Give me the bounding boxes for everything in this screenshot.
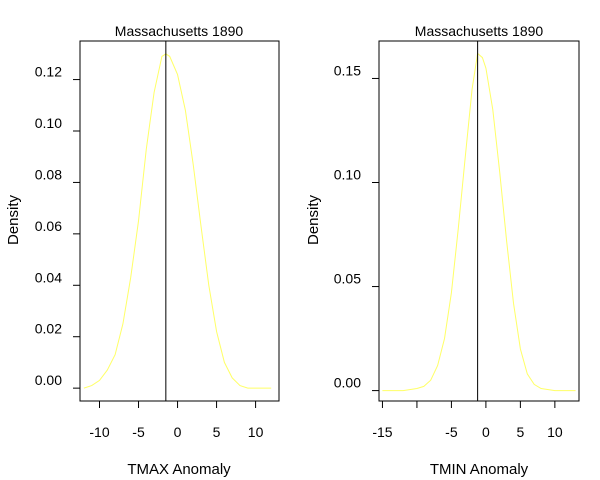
tmin-y-tick-label: 0.00 bbox=[334, 375, 361, 391]
tmax-y-tick-label: 0.04 bbox=[35, 269, 62, 285]
tmax-plot-frame bbox=[79, 40, 280, 402]
tmax-density-curve bbox=[83, 53, 272, 389]
tmin-x-tick-label: 0 bbox=[482, 424, 490, 440]
tmax-y-tick-label: 0.02 bbox=[35, 321, 62, 337]
tmin-x-axis-title: TMIN Anomaly bbox=[430, 461, 529, 478]
tmin-y-tick-label: 0.05 bbox=[334, 271, 361, 287]
tmax-x-tick-label: 0 bbox=[174, 424, 182, 440]
tmin-x-tick-label: -15 bbox=[372, 424, 392, 440]
tmin-x-tick-label: 5 bbox=[516, 424, 524, 440]
tmax-y-tick-label: 0.00 bbox=[35, 372, 62, 388]
tmax-y-tick-label: 0.08 bbox=[35, 166, 62, 182]
tmax-x-axis-title: TMAX Anomaly bbox=[127, 461, 231, 478]
tmax-x-tick-label: 5 bbox=[213, 424, 221, 440]
tmin-density-panel: Massachusetts 1890 TMIN Anomaly Density … bbox=[305, 23, 580, 478]
tmax-x-tick-label: 10 bbox=[248, 424, 264, 440]
tmax-x-tick-label: -10 bbox=[89, 424, 109, 440]
tmax-y-tick-label: 0.10 bbox=[35, 115, 62, 131]
tmax-x-tick-label: -5 bbox=[132, 424, 145, 440]
tmin-x-tick-label: 10 bbox=[547, 424, 563, 440]
tmax-y-tick-label: 0.12 bbox=[35, 64, 62, 80]
tmin-plot-frame bbox=[378, 40, 580, 402]
tmin-chart-title: Massachusetts 1890 bbox=[415, 23, 544, 39]
tmin-y-tick-label: 0.15 bbox=[334, 62, 361, 78]
tmin-y-axis-title: Density bbox=[305, 194, 322, 245]
tmax-y-axis-title: Density bbox=[5, 194, 22, 245]
tmax-y-tick-label: 0.06 bbox=[35, 218, 62, 234]
tmin-x-tick-label: -5 bbox=[445, 424, 458, 440]
tmin-density-curve bbox=[382, 52, 576, 392]
tmin-y-tick-label: 0.10 bbox=[334, 167, 361, 183]
tmax-density-panel: Massachusetts 1890 TMAX Anomaly Density … bbox=[5, 23, 280, 478]
tmax-chart-title: Massachusetts 1890 bbox=[115, 23, 244, 39]
